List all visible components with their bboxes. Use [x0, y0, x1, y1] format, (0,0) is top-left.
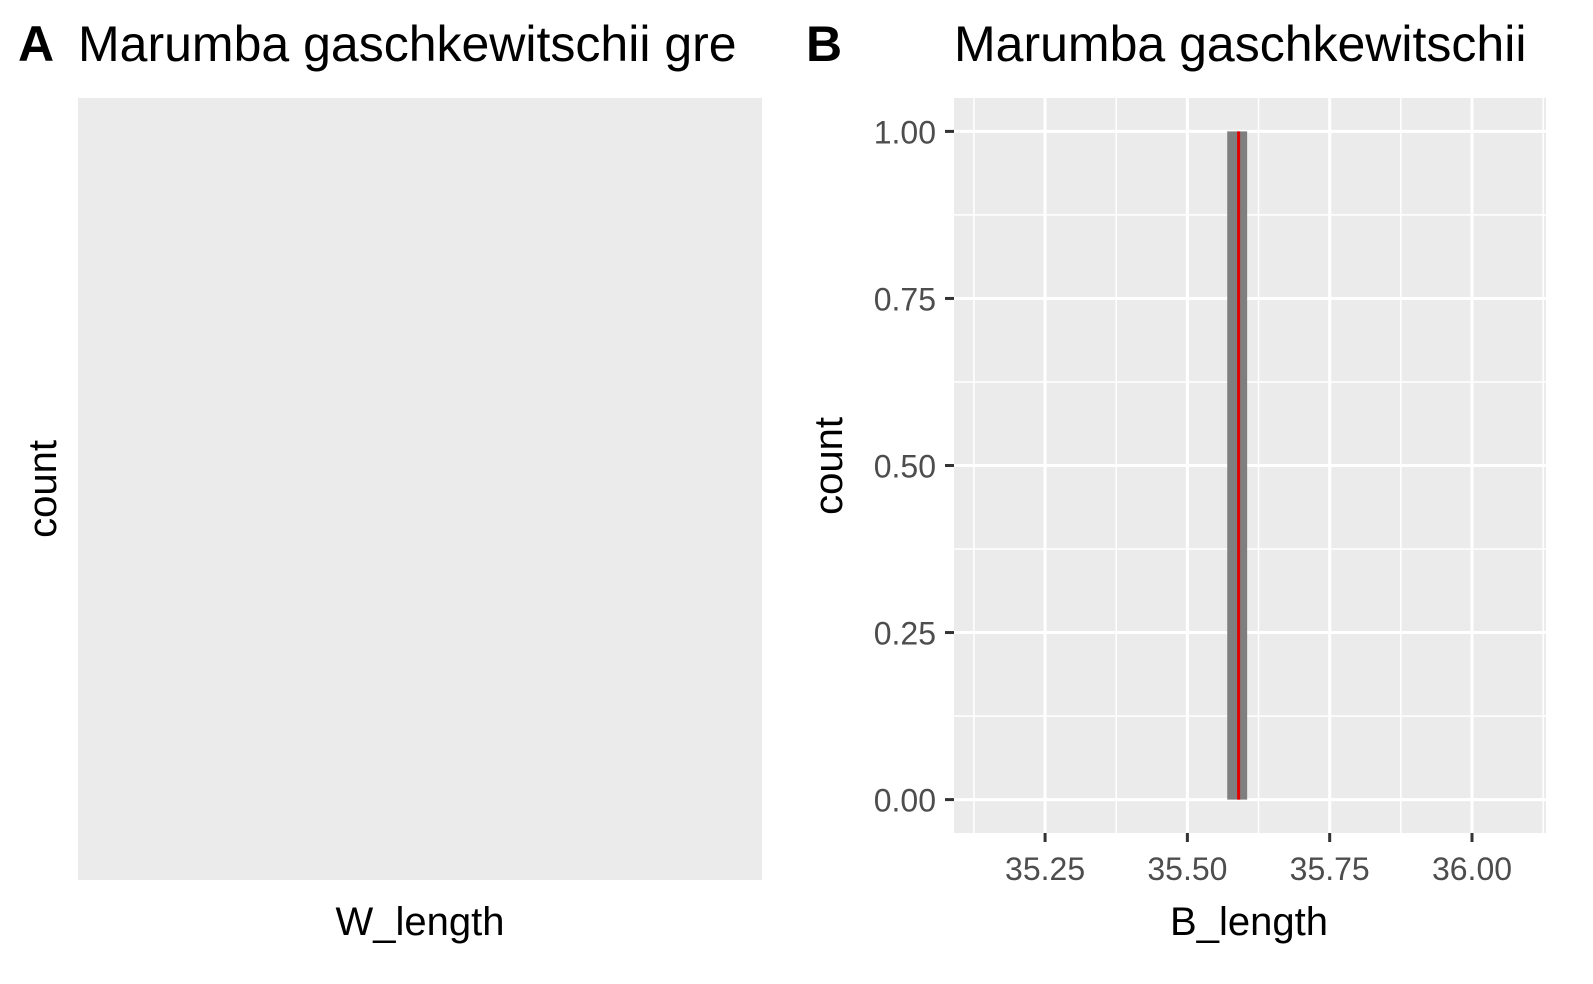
panel-b-title-clip: Marumba gaschkewitschii [954, 14, 1593, 78]
panel-a-title: Marumba gaschkewitschii gre [78, 16, 737, 72]
panel-b-title: Marumba gaschkewitschii [954, 16, 1527, 72]
panel-b-y-axis-label: count [807, 417, 851, 515]
panel-a-x-axis-label: W_length [336, 900, 505, 944]
y-tick-label: 0.75 [874, 281, 936, 317]
x-tick-label: 36.00 [1432, 851, 1512, 887]
x-tick-label: 35.75 [1290, 851, 1370, 887]
y-tick-label: 1.00 [874, 114, 936, 150]
panel-a-chart: W_length count [21, 98, 762, 944]
panel-a-title-clip: Marumba gaschkewitschii gre [78, 14, 784, 78]
y-tick-label: 0.25 [874, 616, 936, 652]
panel-b-chart: 0.00 0.25 0.50 0.75 1.00 35.25 35.50 35.75 36.0… [807, 98, 1546, 944]
panel-a-tag: A [18, 16, 55, 72]
panel-b-x-axis: 35.25 35.50 35.75 36.00 [1005, 833, 1512, 887]
y-tick-label: 0.00 [874, 783, 936, 819]
y-tick-label: 0.50 [874, 449, 936, 485]
x-tick-label: 35.25 [1005, 851, 1085, 887]
panel-b-x-axis-label: B_length [1170, 900, 1328, 944]
panel-a-plot-background [78, 98, 762, 880]
x-tick-label: 35.50 [1147, 851, 1227, 887]
panel-b-grid [954, 98, 1546, 833]
panel-a-y-axis-label: count [21, 440, 65, 538]
panel-b-y-axis: 0.00 0.25 0.50 0.75 1.00 [874, 114, 954, 819]
panel-b-tag: B [806, 16, 843, 72]
